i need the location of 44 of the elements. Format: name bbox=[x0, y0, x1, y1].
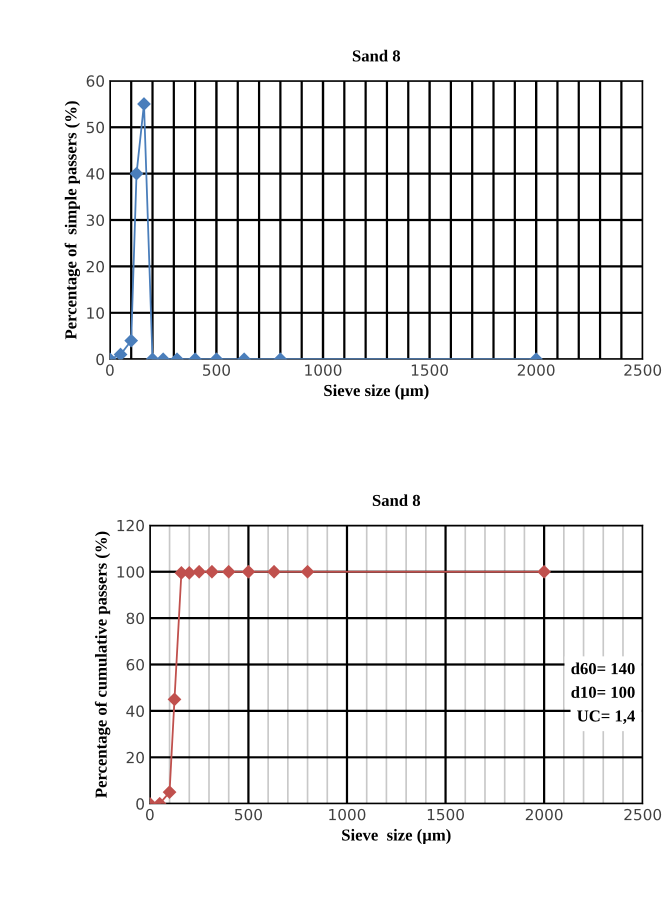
point bbox=[267, 565, 281, 578]
y-tick-label: 40 bbox=[126, 705, 144, 717]
y-tick-label: 80 bbox=[126, 612, 144, 624]
y-tick-label: 0 bbox=[136, 798, 144, 810]
point bbox=[205, 565, 219, 578]
chart-title: Sand 8 bbox=[352, 50, 400, 62]
chart-title: Sand 8 bbox=[372, 494, 420, 506]
x-tick-label: 1000 bbox=[305, 364, 342, 376]
y-tick-label: 100 bbox=[118, 566, 144, 578]
x-tick-label: 1500 bbox=[428, 808, 464, 820]
x-tick-label: 0 bbox=[146, 808, 154, 820]
x-tick-label: 2500 bbox=[624, 364, 662, 376]
y-tick-label: 60 bbox=[86, 75, 104, 87]
x-tick-label: 1000 bbox=[329, 808, 366, 820]
point bbox=[137, 97, 151, 111]
point bbox=[300, 565, 314, 578]
annotation: d60= 140 bbox=[571, 662, 635, 674]
y-axis-title: Percentage of simple passers (%) bbox=[64, 101, 80, 340]
y-tick-label: 20 bbox=[86, 260, 104, 272]
x-tick-label: 2000 bbox=[526, 808, 563, 820]
x-axis-title: Sieve size (µm) bbox=[324, 384, 428, 400]
y-tick-label: 10 bbox=[87, 307, 104, 319]
y-tick-label: 120 bbox=[118, 520, 144, 532]
x-tick-label: 500 bbox=[235, 808, 262, 820]
x-tick-label: 2500 bbox=[624, 808, 662, 820]
x-tick-label: 500 bbox=[203, 364, 230, 376]
y-tick-label: 0 bbox=[96, 354, 104, 366]
y-axis-title: Percentage of cumulative passers (%) bbox=[94, 532, 110, 798]
point bbox=[130, 167, 144, 180]
x-tick-label: 2000 bbox=[518, 364, 555, 376]
annotation: UC= 1,4 bbox=[577, 710, 635, 724]
y-tick-label: 20 bbox=[126, 752, 144, 764]
y-tick-label: 40 bbox=[86, 168, 104, 180]
y-tick-label: 60 bbox=[126, 658, 144, 671]
annotation: d10= 100 bbox=[571, 686, 635, 698]
point bbox=[192, 565, 206, 578]
y-tick-label: 30 bbox=[86, 214, 104, 226]
point bbox=[222, 565, 236, 578]
x-tick-label: 0 bbox=[106, 364, 114, 376]
x-tick-label: 1500 bbox=[412, 364, 448, 376]
y-tick-label: 50 bbox=[86, 122, 104, 134]
x-axis-title: Sieve size (µm) bbox=[342, 828, 451, 844]
point bbox=[242, 565, 256, 578]
point bbox=[538, 565, 551, 578]
